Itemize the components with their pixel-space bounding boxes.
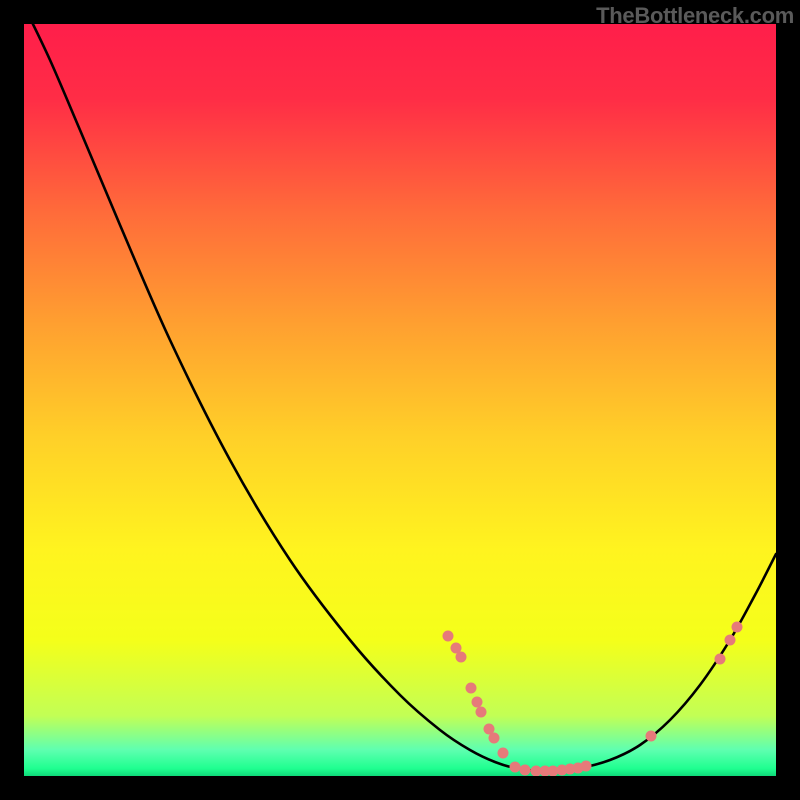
data-marker	[646, 731, 657, 742]
data-marker	[443, 631, 454, 642]
data-marker	[715, 654, 726, 665]
bottleneck-curve-plot	[0, 0, 800, 800]
plot-gradient-background	[24, 24, 776, 776]
data-marker	[725, 635, 736, 646]
data-marker	[510, 762, 521, 773]
data-marker	[476, 707, 487, 718]
data-marker	[581, 761, 592, 772]
data-marker	[472, 697, 483, 708]
data-marker	[520, 765, 531, 776]
chart-container: TheBottleneck.com	[0, 0, 800, 800]
data-marker	[498, 748, 509, 759]
data-marker	[466, 683, 477, 694]
watermark-text: TheBottleneck.com	[596, 3, 794, 29]
data-marker	[456, 652, 467, 663]
data-marker	[489, 733, 500, 744]
data-marker	[732, 622, 743, 633]
